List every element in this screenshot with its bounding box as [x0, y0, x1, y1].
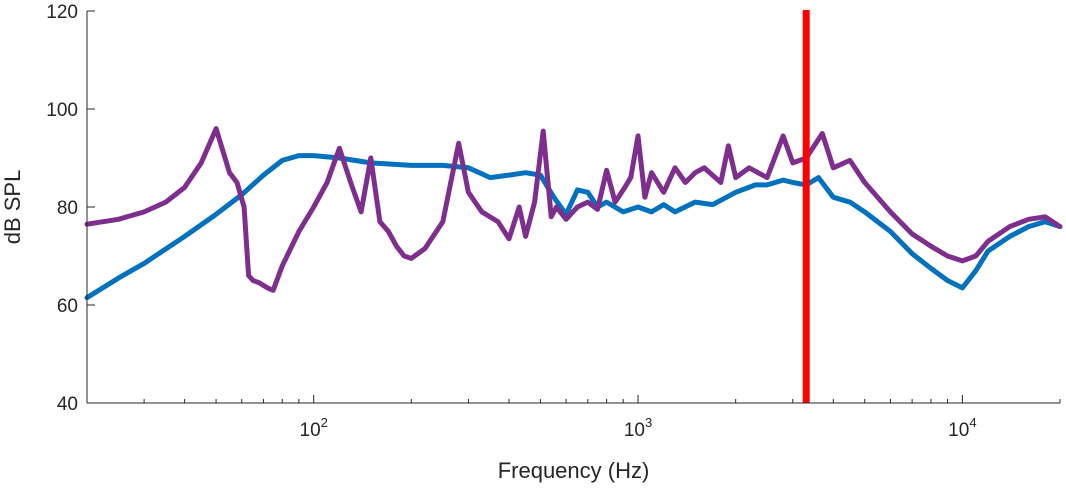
y-tick-label: 100 [46, 100, 78, 121]
y-axis-label: dB SPL [0, 170, 25, 245]
y-tick-label: 120 [46, 2, 78, 23]
x-tick-label: 102 [300, 415, 328, 441]
x-tick-label: 104 [948, 415, 976, 441]
x-tick-label: 103 [624, 415, 652, 441]
series-line-1 [84, 153, 1063, 301]
y-tick-label: 60 [57, 296, 78, 317]
series-line-2 [84, 126, 1063, 293]
x-axis-label: Frequency (Hz) [498, 458, 650, 483]
y-tick-label: 80 [57, 198, 78, 219]
y-tick-label: 40 [57, 394, 78, 415]
